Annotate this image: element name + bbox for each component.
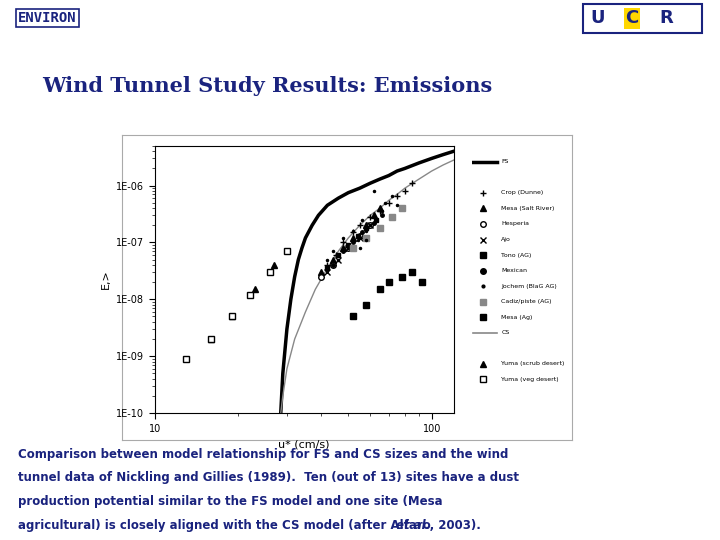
Text: production potential similar to the FS model and one site (Mesa: production potential similar to the FS m… [18,495,443,508]
Text: Mexican: Mexican [501,268,527,273]
X-axis label: u* (cm/s): u* (cm/s) [279,439,330,449]
Text: Jochem (BlaG AG): Jochem (BlaG AG) [501,284,557,289]
Text: ., 2003).: ., 2003). [425,518,481,531]
Text: Yuma (scrub desert): Yuma (scrub desert) [501,361,564,367]
Text: FS: FS [501,159,508,164]
Text: Mesa (Ag): Mesa (Ag) [501,315,533,320]
Text: ENVIRON: ENVIRON [18,11,76,25]
Y-axis label: E,>: E,> [101,269,111,289]
Text: R: R [660,9,673,27]
Text: Ajo: Ajo [501,237,511,242]
Bar [583,4,702,33]
Text: U: U [590,9,605,27]
Text: agricultural) is closely aligned with the CS model (after Alfaro: agricultural) is closely aligned with th… [18,518,435,531]
Text: Hesperia: Hesperia [501,221,529,226]
Text: Wind Tunnel Study Results: Emissions: Wind Tunnel Study Results: Emissions [42,76,492,96]
Text: C: C [625,9,638,27]
Text: Crop (Dunne): Crop (Dunne) [501,191,544,195]
Text: tunnel data of Nickling and Gillies (1989).  Ten (out of 13) sites have a dust: tunnel data of Nickling and Gillies (198… [18,471,519,484]
Text: Comparison between model relationship for FS and CS sizes and the wind: Comparison between model relationship fo… [18,448,508,461]
Text: CS: CS [501,330,510,335]
Text: Mesa (Salt River): Mesa (Salt River) [501,206,554,211]
Text: Cadiz/piste (AG): Cadiz/piste (AG) [501,299,552,304]
Text: Tono (AG): Tono (AG) [501,253,531,258]
Text: et al: et al [396,518,426,531]
Text: Yuma (veg desert): Yuma (veg desert) [501,377,559,382]
